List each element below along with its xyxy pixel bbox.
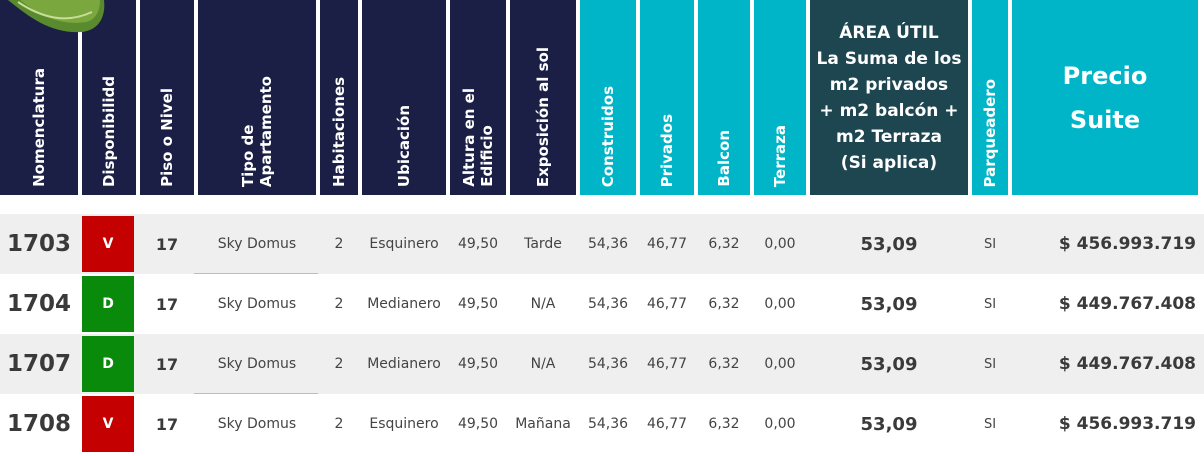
cell-privados: 46,77 (646, 296, 688, 312)
header-balcon: Balcon (698, 0, 750, 195)
cell-tipo: Sky Domus (217, 416, 297, 432)
header-ubicacion: Ubicación (362, 0, 446, 195)
header-parqueadero: Parqueadero (972, 0, 1008, 195)
cell-balcon: 6,32 (708, 416, 740, 432)
header-construidos: Construidos (580, 0, 636, 195)
cell-terraza: 0,00 (764, 296, 796, 312)
cell-habitaciones: 2 (334, 416, 344, 432)
header-ubicacion-label: Ubicación (395, 104, 413, 187)
cell-precio: $ 449.767.408 (1058, 354, 1196, 374)
cell-balcon: 6,32 (708, 236, 740, 252)
cell-exposicion: N/A (530, 296, 556, 312)
cell-tipo: Sky Domus (217, 236, 297, 252)
cell-habitaciones: 2 (334, 236, 344, 252)
header-nomenclatura: Nomenclatura (0, 0, 78, 195)
cell-ubicacion: Esquinero (369, 416, 439, 432)
cell-terraza: 0,00 (764, 236, 796, 252)
cell-parqueadero: SI (983, 356, 997, 372)
header-exposicion-label: Exposición al sol (534, 46, 552, 187)
status-badge: D (82, 276, 134, 332)
cell-exposicion: Mañana (515, 416, 571, 432)
header-precio-label: Precio Suite (1062, 61, 1148, 134)
header-construidos-label: Construidos (599, 85, 617, 187)
cell-altura: 49,50 (457, 296, 499, 312)
cell-privados: 46,77 (646, 236, 688, 252)
cell-precio: $ 456.993.719 (1058, 234, 1196, 254)
header-terraza-label: Terraza (771, 124, 789, 187)
header-precio: Precio Suite (1012, 0, 1198, 195)
table-row[interactable]: 1707 D 17 Sky Domus 2 Medianero 49,50 N/… (0, 334, 1204, 394)
cell-area-util: 53,09 (860, 353, 918, 375)
header-disponibilidad: Disponibilidd (82, 0, 136, 195)
cell-exposicion: Tarde (524, 236, 562, 252)
header-area-util-label: ÁREA ÚTIL La Suma de los m2 privados + m… (816, 22, 962, 173)
cell-nomenclatura: 1704 (6, 291, 71, 317)
cell-construidos: 54,36 (587, 416, 629, 432)
cell-area-util: 53,09 (860, 413, 918, 435)
cell-piso: 17 (155, 354, 179, 374)
cell-construidos: 54,36 (587, 356, 629, 372)
header-piso-label: Piso o Nivel (158, 88, 176, 187)
header-nomenclatura-label: Nomenclatura (30, 68, 48, 187)
header-exposicion: Exposición al sol (510, 0, 576, 195)
leaf-decoration (0, 0, 110, 40)
cell-construidos: 54,36 (587, 236, 629, 252)
cell-ubicacion: Medianero (367, 356, 441, 372)
cell-tipo: Sky Domus (217, 356, 297, 372)
header-privados: Privados (640, 0, 694, 195)
header-balcon-label: Balcon (715, 130, 733, 187)
cell-precio: $ 456.993.719 (1058, 414, 1196, 434)
header-area-util: ÁREA ÚTIL La Suma de los m2 privados + m… (810, 0, 968, 195)
header-privados-label: Privados (658, 113, 676, 187)
cell-parqueadero: SI (983, 296, 997, 312)
cell-ubicacion: Medianero (367, 296, 441, 312)
cell-nomenclatura: 1708 (6, 411, 71, 437)
cell-area-util: 53,09 (860, 233, 918, 255)
cell-piso: 17 (155, 414, 179, 434)
cell-piso: 17 (155, 294, 179, 314)
cell-parqueadero: SI (983, 416, 997, 432)
header-parqueadero-label: Parqueadero (981, 78, 999, 187)
cell-nomenclatura: 1703 (6, 231, 71, 257)
status-badge: D (82, 336, 134, 392)
table-row[interactable]: 1703 V 17 Sky Domus 2 Esquinero 49,50 Ta… (0, 214, 1204, 274)
status-badge: V (82, 396, 134, 452)
header-altura: Altura en el Edificio (450, 0, 506, 195)
cell-precio: $ 449.767.408 (1058, 294, 1196, 314)
cell-tipo: Sky Domus (217, 296, 297, 312)
header-tipo-label: Tipo de Apartamento (239, 75, 275, 187)
cell-nomenclatura: 1707 (6, 351, 71, 377)
table-row[interactable]: 1708 V 17 Sky Domus 2 Esquinero 49,50 Ma… (0, 394, 1204, 454)
cell-altura: 49,50 (457, 236, 499, 252)
status-badge: V (82, 216, 134, 272)
table-row[interactable]: 1704 D 17 Sky Domus 2 Medianero 49,50 N/… (0, 274, 1204, 334)
cell-terraza: 0,00 (764, 356, 796, 372)
cell-altura: 49,50 (457, 356, 499, 372)
cell-privados: 46,77 (646, 356, 688, 372)
cell-exposicion: N/A (530, 356, 556, 372)
cell-altura: 49,50 (457, 416, 499, 432)
header-terraza: Terraza (754, 0, 806, 195)
row-divider (194, 273, 318, 274)
row-divider (194, 393, 318, 394)
cell-habitaciones: 2 (334, 296, 344, 312)
header-habitaciones-label: Habitaciones (330, 77, 348, 187)
header-piso: Piso o Nivel (140, 0, 194, 195)
header-tipo: Tipo de Apartamento (198, 0, 316, 195)
cell-parqueadero: SI (983, 236, 997, 252)
cell-privados: 46,77 (646, 416, 688, 432)
cell-habitaciones: 2 (334, 356, 344, 372)
cell-area-util: 53,09 (860, 293, 918, 315)
cell-ubicacion: Esquinero (369, 236, 439, 252)
cell-construidos: 54,36 (587, 296, 629, 312)
cell-balcon: 6,32 (708, 356, 740, 372)
cell-piso: 17 (155, 234, 179, 254)
cell-balcon: 6,32 (708, 296, 740, 312)
header-habitaciones: Habitaciones (320, 0, 358, 195)
header-disponibilidad-label: Disponibilidd (100, 75, 118, 187)
header-altura-label: Altura en el Edificio (460, 88, 496, 187)
cell-terraza: 0,00 (764, 416, 796, 432)
